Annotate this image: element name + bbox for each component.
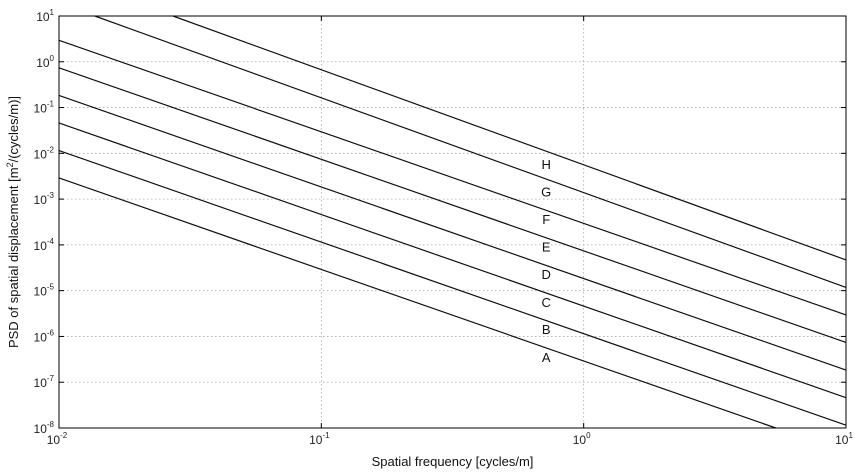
- series-label-g: G: [541, 184, 551, 199]
- series-line-a: [58, 177, 776, 429]
- series-line-h: [172, 15, 847, 261]
- series-line-b: [58, 149, 847, 426]
- y-axis-label-sup: 2: [5, 162, 15, 167]
- y-tick-label: 10-7: [34, 374, 55, 390]
- y-tick-label: 10-3: [34, 191, 55, 207]
- series-label-f: F: [542, 212, 550, 227]
- series-label-a: A: [542, 350, 551, 365]
- y-axis-label: PSD of spatial displacement [m2/(cycles/…: [5, 96, 21, 348]
- x-axis-label: Spatial frequency [cycles/m]: [372, 454, 534, 469]
- y-tick-label: 10-1: [34, 100, 55, 116]
- y-tick-label: 100: [36, 54, 54, 70]
- y-tick-label: 101: [36, 8, 54, 24]
- series-label-c: C: [542, 295, 551, 310]
- plot-frame: [58, 15, 847, 429]
- y-axis-label-after: /(cycles/m)]: [6, 96, 21, 162]
- x-tick-label: 10-2: [47, 431, 68, 447]
- y-tick-label: 10-8: [34, 420, 55, 436]
- grid: [59, 16, 846, 428]
- series-line-g: [94, 15, 847, 288]
- series-line-c: [58, 122, 847, 399]
- x-tick-label: 101: [835, 431, 853, 447]
- x-tick-label: 100: [573, 431, 591, 447]
- series-label-h: H: [542, 157, 551, 172]
- series-lines: [58, 15, 847, 429]
- x-tick-label: 10-1: [309, 431, 330, 447]
- series-label-e: E: [542, 240, 551, 255]
- series-label-d: D: [542, 267, 551, 282]
- y-tick-label: 10-2: [34, 145, 55, 161]
- series-label-b: B: [542, 322, 551, 337]
- y-axis-label-before: PSD of spatial displacement [m: [6, 167, 21, 348]
- tick-labels: 10-2 10-1 100 101 10-8 10-7 10-6 10-5 10-4 10-3 10…: [34, 8, 854, 447]
- series-line-e: [58, 67, 847, 343]
- y-tick-label: 10-4: [34, 237, 55, 253]
- y-tick-label: 10-6: [34, 328, 55, 344]
- series-line-d: [58, 94, 847, 371]
- series-line-f: [58, 39, 847, 316]
- y-tick-label: 10-5: [34, 283, 55, 299]
